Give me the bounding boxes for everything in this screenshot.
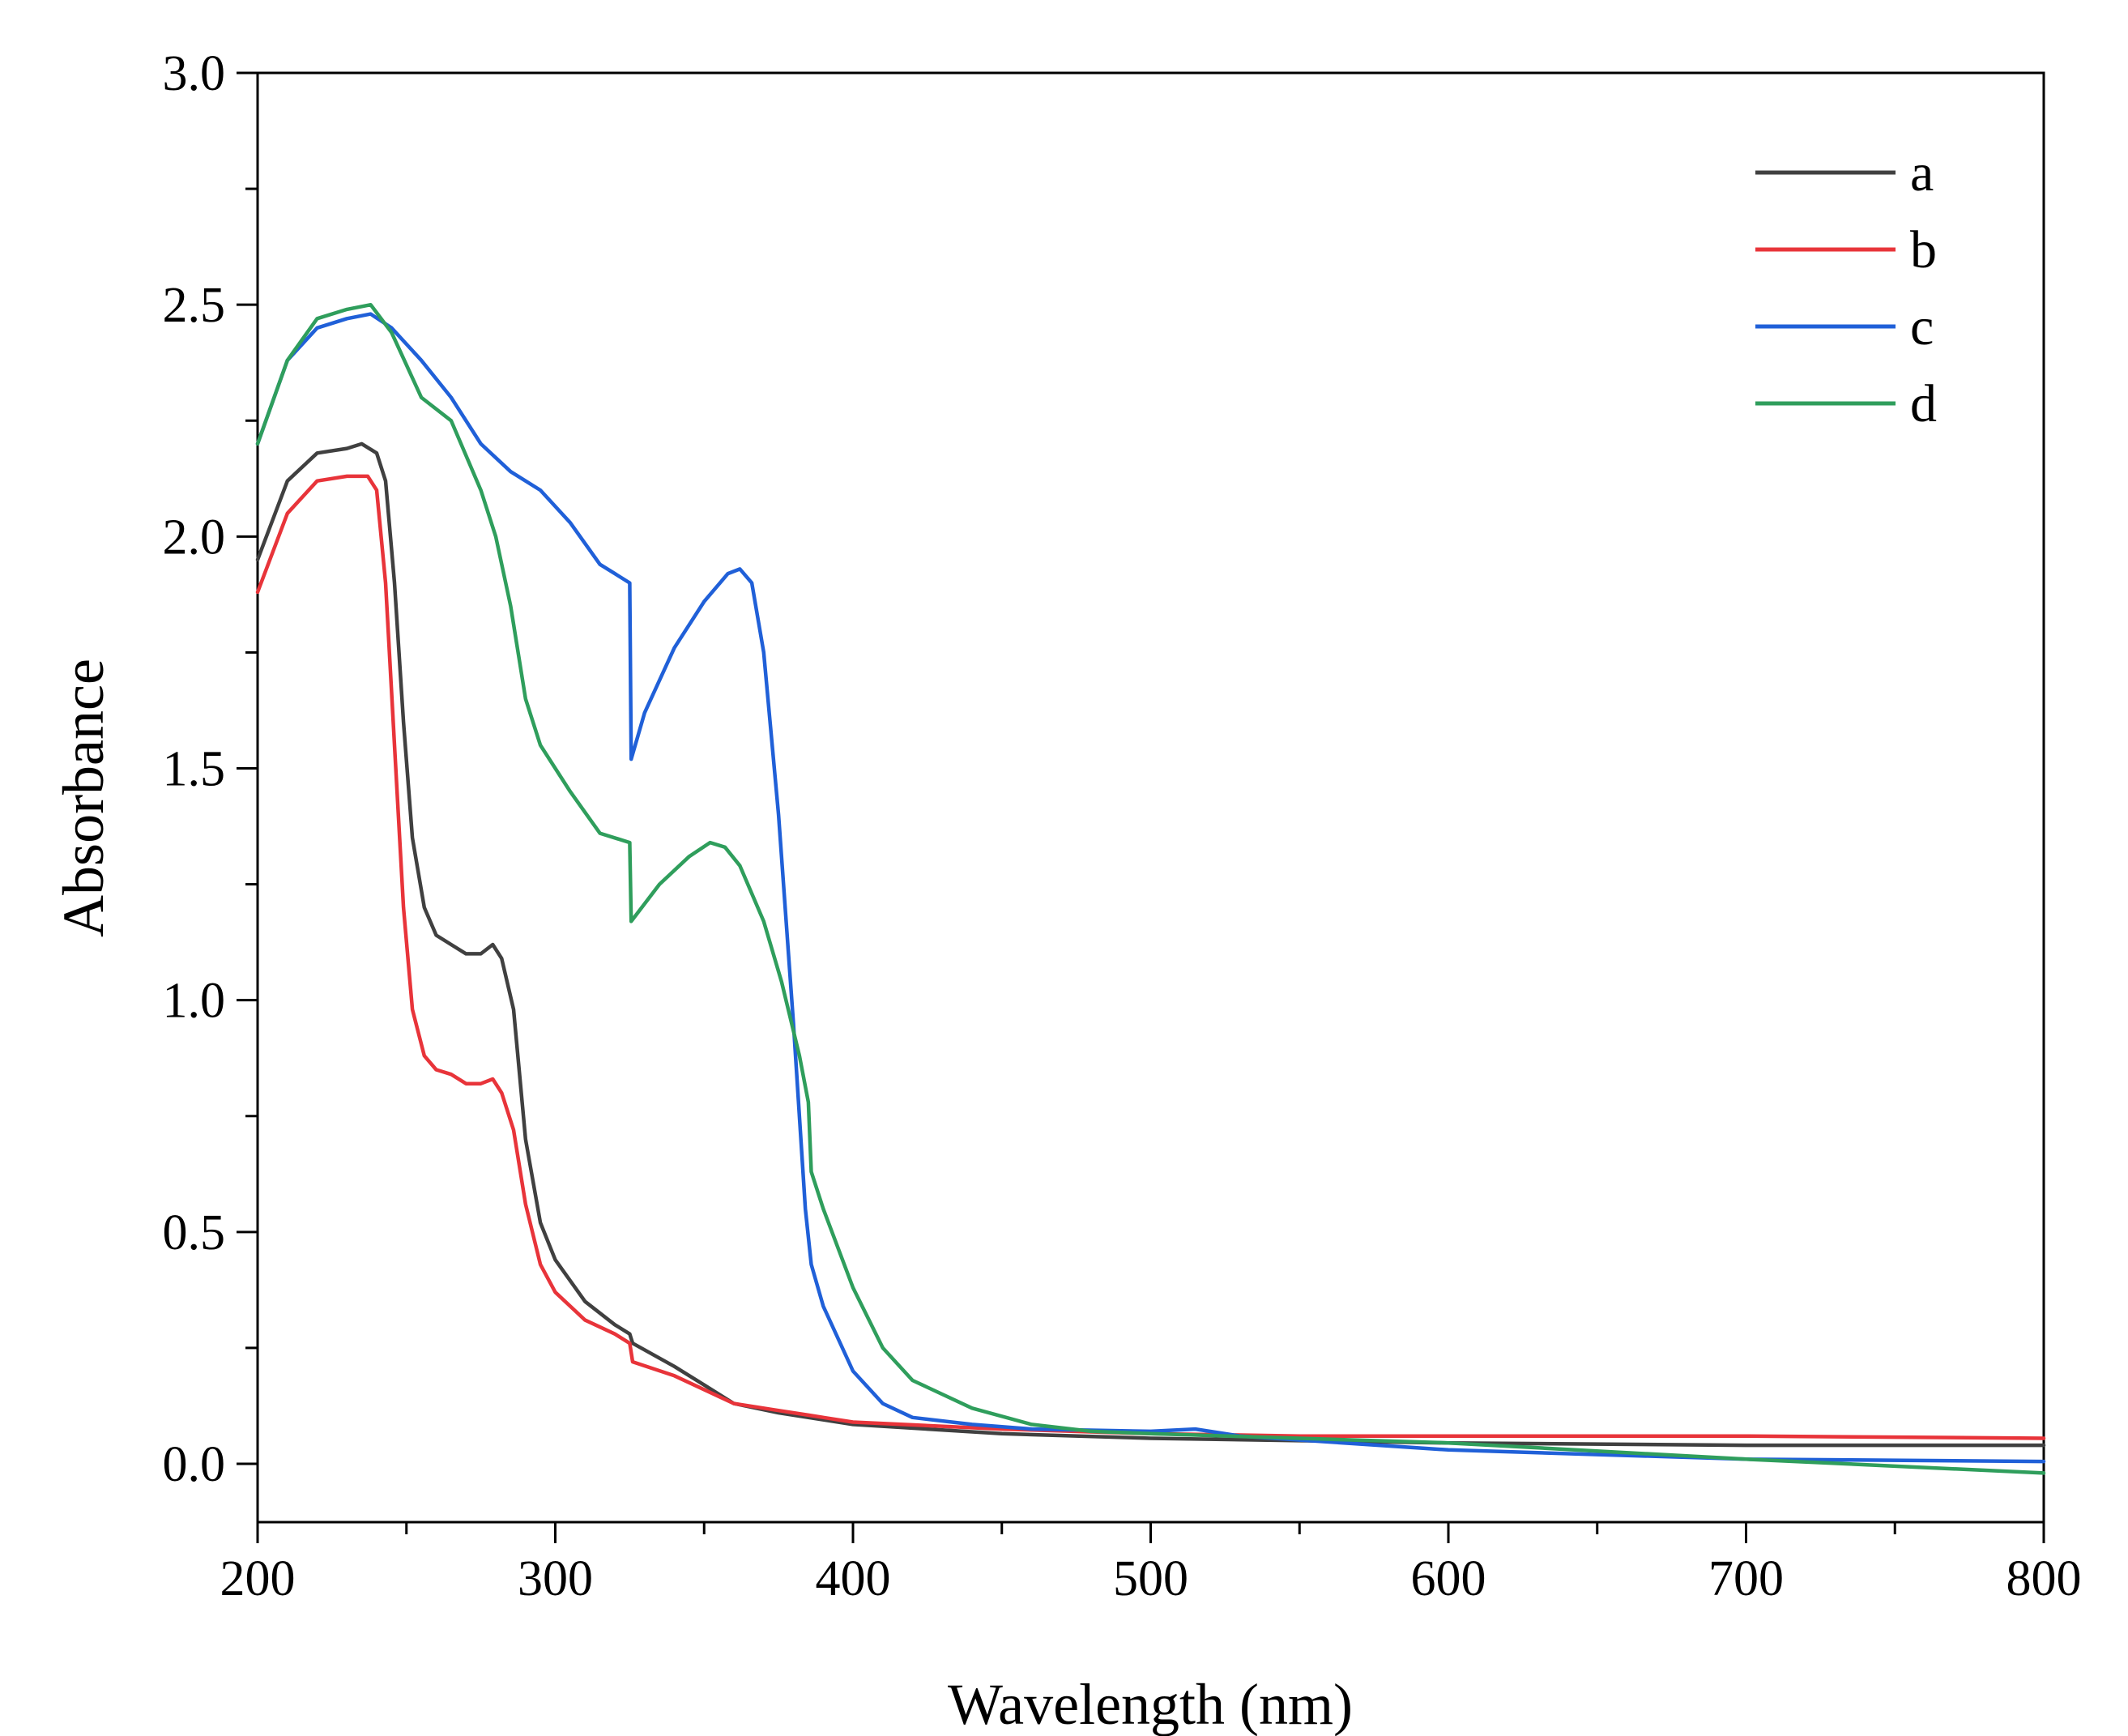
y-tick-label: 0.0	[163, 1437, 226, 1492]
x-tick-label: 500	[1113, 1551, 1188, 1606]
legend-label-b: b	[1910, 220, 1937, 279]
legend-label-d: d	[1910, 374, 1937, 433]
y-tick-label: 1.0	[163, 974, 226, 1029]
x-tick-label: 700	[1708, 1551, 1784, 1606]
y-tick-label: 2.5	[163, 278, 226, 333]
x-tick-label: 300	[518, 1551, 593, 1606]
x-axis-label: Wavelength (nm)	[948, 1672, 1353, 1736]
y-tick-label: 3.0	[163, 46, 226, 101]
legend-label-c: c	[1910, 297, 1934, 356]
x-tick-label: 400	[816, 1551, 891, 1606]
x-tick-label: 800	[2006, 1551, 2082, 1606]
x-axis-ticks: 200 300 400 500 600 700 800	[220, 1522, 2082, 1606]
y-tick-label: 2.0	[163, 510, 226, 565]
x-tick-label: 200	[220, 1551, 296, 1606]
series-line-a	[255, 441, 2046, 1448]
series-line-b	[255, 474, 2046, 1440]
series-lines	[255, 302, 2046, 1475]
series-line-c	[255, 312, 2046, 1464]
series-line-d	[255, 302, 2046, 1475]
y-axis-ticks: 0.0 0.5 1.0 1.5 2.0 2.5 3.0	[163, 46, 258, 1492]
y-tick-label: 1.5	[163, 742, 226, 797]
x-tick-label: 600	[1411, 1551, 1486, 1606]
y-axis-label: Absorbance	[51, 659, 116, 937]
legend-label-a: a	[1910, 143, 1934, 203]
y-tick-label: 0.5	[163, 1205, 226, 1260]
